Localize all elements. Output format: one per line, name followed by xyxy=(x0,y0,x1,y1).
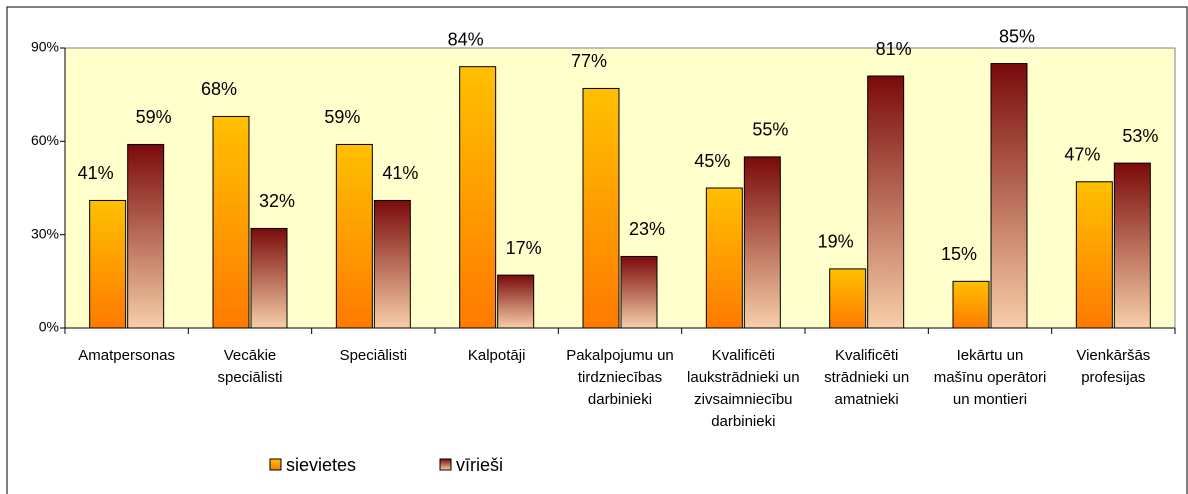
value-label: 45% xyxy=(694,151,730,171)
value-label: 68% xyxy=(201,79,237,99)
y-tick-label: 60% xyxy=(31,132,59,148)
bar xyxy=(459,66,497,329)
bar xyxy=(990,63,1028,329)
x-tick-label: Vecākie speciālisti xyxy=(217,347,283,386)
value-label: 15% xyxy=(941,244,977,264)
x-tick-label: Kalpotāji xyxy=(467,347,526,364)
y-tick-label: 30% xyxy=(31,225,59,241)
x-tick-label: Kvalificēti laukstrādnieki un zivsaimnie… xyxy=(687,347,800,430)
bar xyxy=(1113,162,1151,329)
bar xyxy=(212,115,250,329)
value-label: 32% xyxy=(259,191,295,211)
bar xyxy=(373,199,411,329)
bar xyxy=(1075,181,1113,329)
x-tick-label: Amatpersonas xyxy=(78,347,176,364)
value-label: 17% xyxy=(506,238,542,258)
value-label: 77% xyxy=(571,51,607,71)
value-label: 47% xyxy=(1064,145,1100,165)
value-label: 55% xyxy=(752,120,788,140)
value-label: 53% xyxy=(1122,126,1158,146)
x-tick-label: Iekārtu un mašīnu operātori un montieri xyxy=(933,347,1047,408)
x-tick-label: Pakalpojumu un tirdzniecības darbinieki xyxy=(566,347,674,408)
bar xyxy=(829,268,867,329)
x-tick-label: Kvalificēti strādnieki un amatnieki xyxy=(824,347,910,408)
bar xyxy=(250,227,288,329)
value-label: 85% xyxy=(999,26,1035,46)
bar xyxy=(952,280,990,329)
legend-swatch xyxy=(269,458,282,471)
value-label: 59% xyxy=(136,107,172,127)
bar xyxy=(89,199,127,329)
bar xyxy=(867,75,905,329)
bar xyxy=(335,143,373,329)
value-label: 81% xyxy=(876,39,912,59)
x-tick-label: Speciālisti xyxy=(339,347,408,364)
legend-label: sievietes xyxy=(286,455,356,475)
bar xyxy=(127,143,165,329)
value-label: 23% xyxy=(629,219,665,239)
bar xyxy=(582,87,620,329)
value-label: 41% xyxy=(78,163,114,183)
value-label: 41% xyxy=(382,163,418,183)
bar xyxy=(705,187,743,329)
legend-label: vīrieši xyxy=(456,455,503,475)
value-label: 59% xyxy=(324,107,360,127)
legend-swatch xyxy=(439,458,452,471)
bar xyxy=(743,156,781,329)
chart-border xyxy=(6,6,1188,494)
bar xyxy=(497,274,535,329)
y-tick-label: 0% xyxy=(39,319,59,335)
value-label: 84% xyxy=(448,29,484,49)
y-tick-label: 90% xyxy=(31,39,59,55)
bar xyxy=(620,255,658,329)
x-tick-label: Vienkāršās profesijas xyxy=(1076,347,1151,386)
value-label: 19% xyxy=(818,232,854,252)
